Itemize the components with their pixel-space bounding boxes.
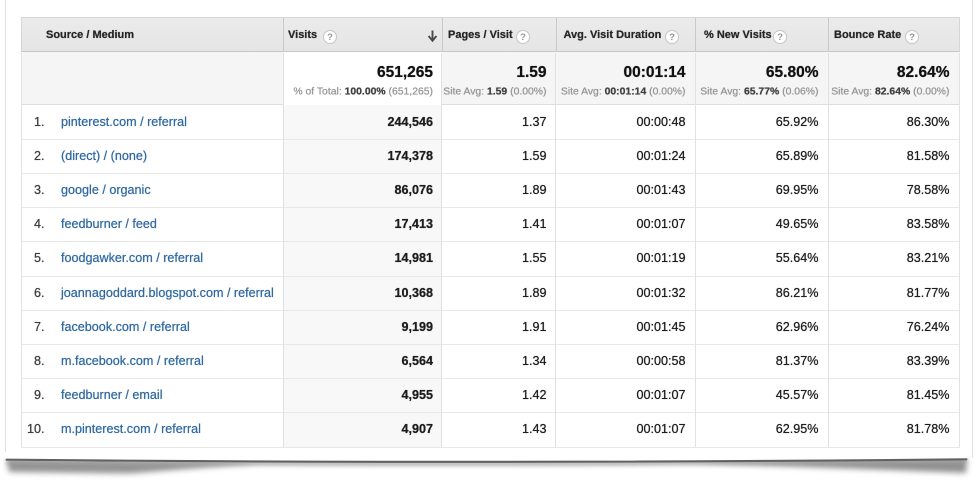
svg-text:?: ? [327,32,333,43]
svg-text:?: ? [520,32,526,43]
svg-text:?: ? [669,32,675,43]
svg-text:?: ? [909,32,915,43]
svg-text:?: ? [777,32,783,43]
